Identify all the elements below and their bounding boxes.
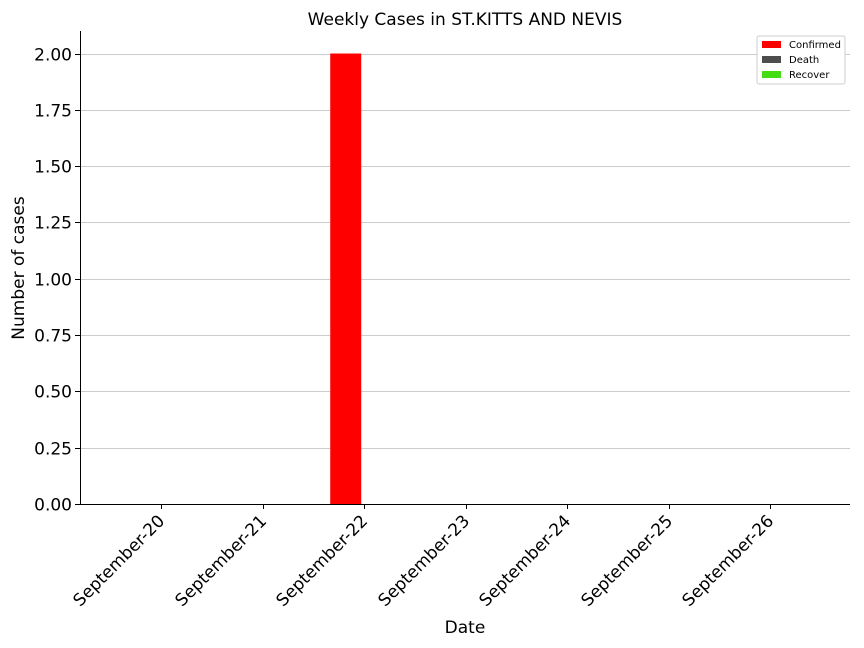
y-tick-label: 2.00 <box>34 46 72 66</box>
x-ticks: September-20 September-21 September-22 Sept… <box>70 504 778 611</box>
x-tick-label: September-25 <box>578 511 677 610</box>
legend: Confirmed Death Recover <box>756 35 846 85</box>
bars <box>330 53 362 505</box>
x-tick-label: September-20 <box>70 511 169 610</box>
legend-label: Recover <box>789 70 830 81</box>
y-tick-label: 1.75 <box>34 102 72 122</box>
y-tick-label: 1.00 <box>34 271 72 291</box>
x-tick-label: September-24 <box>476 511 575 610</box>
legend-swatch-recover <box>762 71 781 78</box>
x-tick-label: September-22 <box>273 511 372 610</box>
x-tick-label: September-21 <box>172 511 271 610</box>
x-tick-label: September-23 <box>375 511 474 610</box>
grid-lines <box>80 54 850 449</box>
y-tick-label: 1.25 <box>34 214 72 234</box>
bar-confirmed <box>330 53 362 505</box>
legend-swatch-death <box>762 56 781 63</box>
legend-label: Confirmed <box>789 40 841 51</box>
axes <box>80 31 850 505</box>
y-tick-label: 0.50 <box>34 383 72 403</box>
x-axis-title: Date <box>445 618 486 638</box>
y-tick-label: 1.50 <box>34 158 72 178</box>
legend-label: Death <box>789 55 819 66</box>
chart-title: Weekly Cases in ST.KITTS AND NEVIS <box>308 10 623 30</box>
y-ticks: 0.00 0.25 0.50 0.75 1.00 1.25 1.50 1.75 2.00 <box>34 46 80 516</box>
legend-swatch-confirmed <box>762 41 781 48</box>
y-tick-label: 0.25 <box>34 440 72 460</box>
y-tick-label: 0.75 <box>34 327 72 347</box>
y-tick-label: 0.00 <box>34 496 72 516</box>
y-axis-title: Number of cases <box>9 196 29 340</box>
x-tick-label: September-26 <box>679 511 778 610</box>
